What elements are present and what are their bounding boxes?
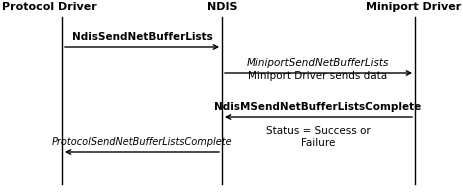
Text: NDIS: NDIS (207, 2, 237, 12)
Text: NdisSendNetBufferLists: NdisSendNetBufferLists (72, 32, 213, 42)
Text: NdisMSendNetBufferListsComplete: NdisMSendNetBufferListsComplete (214, 102, 422, 112)
Text: Protocol Driver: Protocol Driver (2, 2, 97, 12)
Text: Miniport Driver: Miniport Driver (366, 2, 461, 12)
Text: MiniportSendNetBufferLists: MiniportSendNetBufferLists (247, 58, 389, 68)
Text: ProtocolSendNetBufferListsComplete: ProtocolSendNetBufferListsComplete (52, 137, 232, 147)
Text: Status = Success or
Failure: Status = Success or Failure (266, 126, 370, 148)
Text: Miniport Driver sends data: Miniport Driver sends data (249, 71, 388, 81)
